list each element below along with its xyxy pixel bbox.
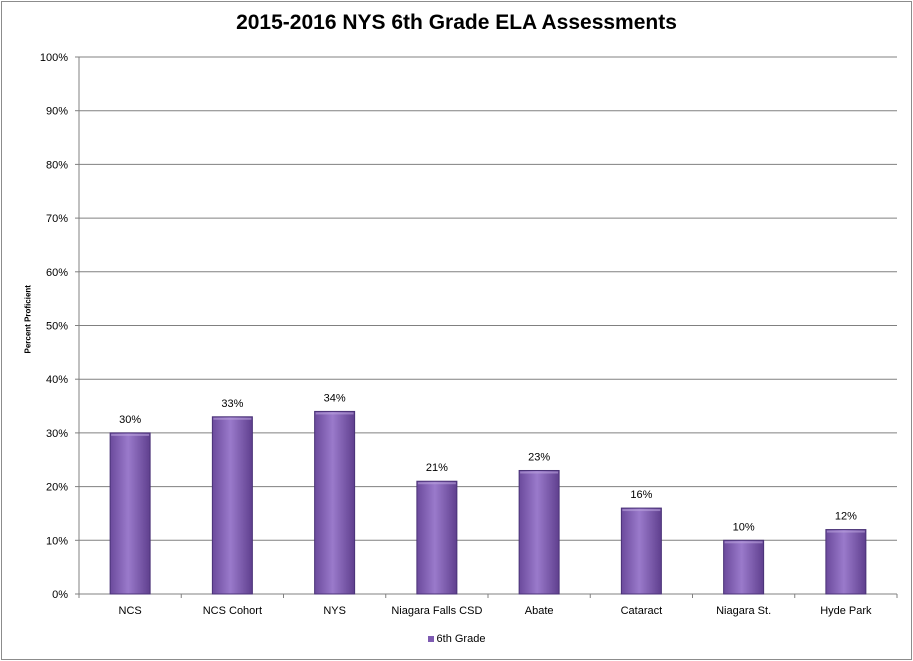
legend-swatch xyxy=(427,636,434,643)
bar-highlight xyxy=(520,471,559,474)
bar-highlight xyxy=(315,412,354,415)
bar xyxy=(620,507,662,595)
data-label: 33% xyxy=(221,398,243,410)
x-tick-label: Hyde Park xyxy=(820,605,872,617)
bar xyxy=(314,410,356,595)
data-label: 16% xyxy=(630,489,652,501)
x-tick-label: Cataract xyxy=(621,605,663,617)
y-tick-label: 80% xyxy=(46,159,68,171)
x-tick-label: Niagara St. xyxy=(716,605,771,617)
x-tick-label: Abate xyxy=(525,605,554,617)
legend-label: 6th Grade xyxy=(436,633,486,646)
bar xyxy=(825,529,867,595)
y-axis-label: Percent Proficient xyxy=(23,285,33,354)
y-tick-label: 50% xyxy=(46,321,68,333)
x-tick-label: Niagara Falls CSD xyxy=(391,605,482,617)
chart-title: 2015-2016 NYS 6th Grade ELA Assessments xyxy=(236,11,677,34)
data-label: 30% xyxy=(119,414,141,426)
y-tick-label: 20% xyxy=(46,482,68,494)
data-label: 23% xyxy=(528,451,550,463)
y-tick-label: 30% xyxy=(46,428,68,440)
data-label: 10% xyxy=(733,521,755,533)
x-tick-label: NCS Cohort xyxy=(203,605,262,617)
bar-highlight xyxy=(724,541,763,544)
bar xyxy=(416,480,458,595)
bar-highlight xyxy=(622,509,661,512)
bar-highlight xyxy=(826,530,865,533)
bar-highlight xyxy=(111,433,150,436)
y-tick-label: 100% xyxy=(40,52,68,64)
data-label: 34% xyxy=(324,392,346,404)
data-label: 21% xyxy=(426,462,448,474)
y-tick-label: 0% xyxy=(52,589,68,601)
y-tick-label: 40% xyxy=(46,374,68,386)
bar xyxy=(518,469,560,595)
data-label: 12% xyxy=(835,511,857,523)
bar xyxy=(211,416,253,595)
bar-highlight xyxy=(213,417,252,420)
y-tick-label: 90% xyxy=(46,106,68,118)
x-tick-label: NCS xyxy=(119,605,142,617)
bar xyxy=(109,432,151,595)
x-tick-label: NYS xyxy=(323,605,346,617)
legend: 6th Grade xyxy=(0,633,913,645)
bar-highlight xyxy=(417,482,456,485)
y-tick-label: 60% xyxy=(46,267,68,279)
y-tick-label: 70% xyxy=(46,213,68,225)
bar xyxy=(723,539,765,595)
y-tick-label: 10% xyxy=(46,535,68,547)
